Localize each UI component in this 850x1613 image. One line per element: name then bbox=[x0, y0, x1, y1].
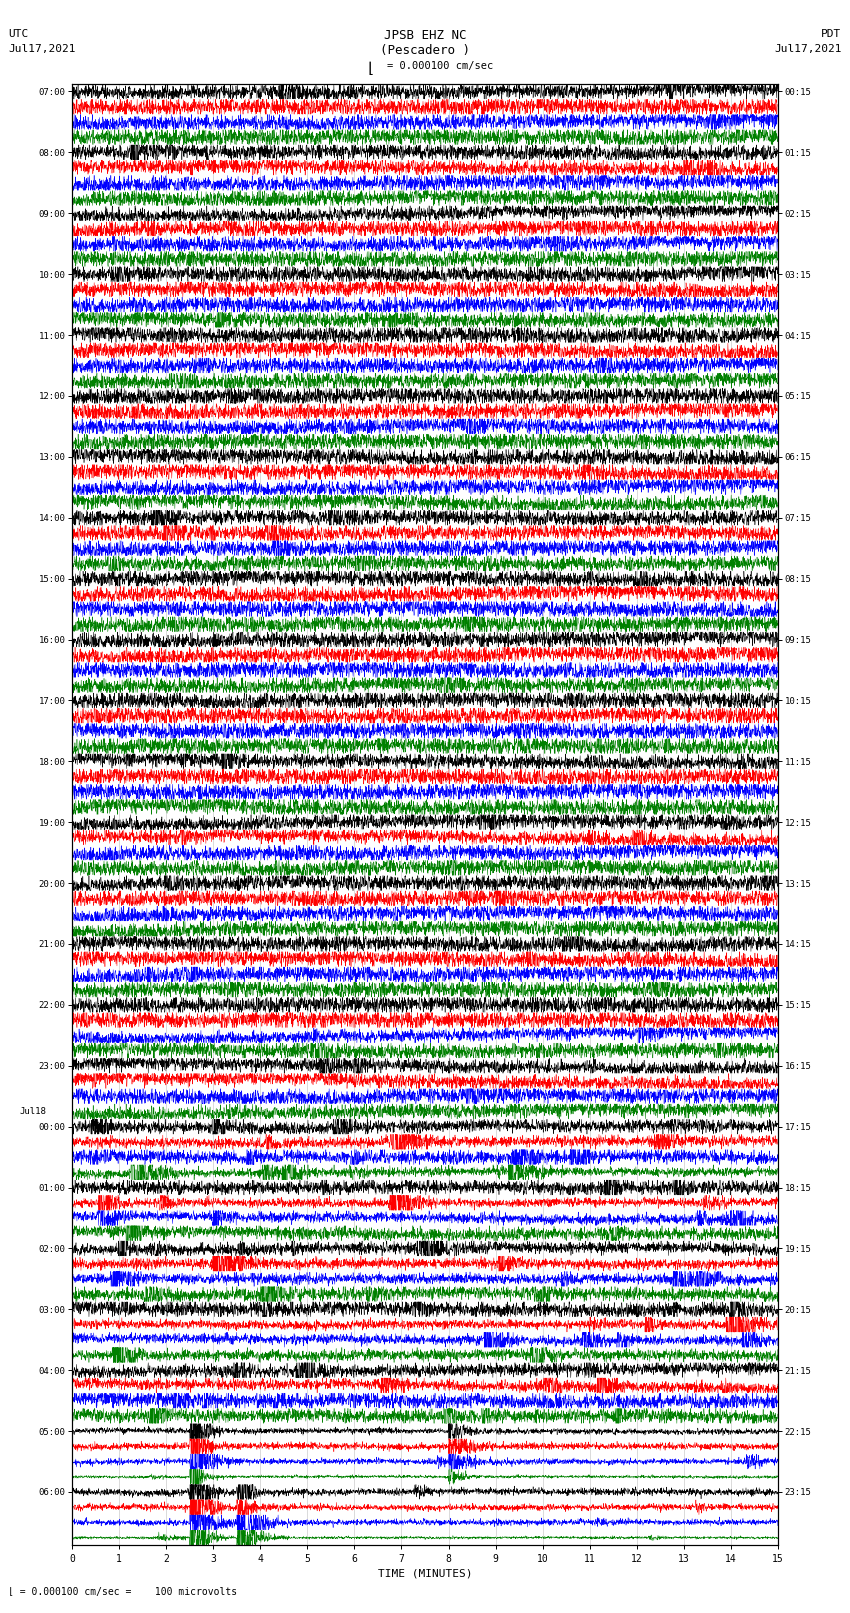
Text: UTC: UTC bbox=[8, 29, 29, 39]
Text: = 0.000100 cm/sec: = 0.000100 cm/sec bbox=[387, 61, 493, 71]
Text: (Pescadero ): (Pescadero ) bbox=[380, 44, 470, 56]
Text: Jul18: Jul18 bbox=[20, 1108, 47, 1116]
Text: Jul17,2021: Jul17,2021 bbox=[8, 44, 76, 53]
Text: PDT: PDT bbox=[821, 29, 842, 39]
Text: ⌊ = 0.000100 cm/sec =    100 microvolts: ⌊ = 0.000100 cm/sec = 100 microvolts bbox=[8, 1587, 238, 1597]
Text: ⌊: ⌊ bbox=[366, 61, 374, 76]
Text: JPSB EHZ NC: JPSB EHZ NC bbox=[383, 29, 467, 42]
X-axis label: TIME (MINUTES): TIME (MINUTES) bbox=[377, 1568, 473, 1579]
Text: Jul17,2021: Jul17,2021 bbox=[774, 44, 842, 53]
